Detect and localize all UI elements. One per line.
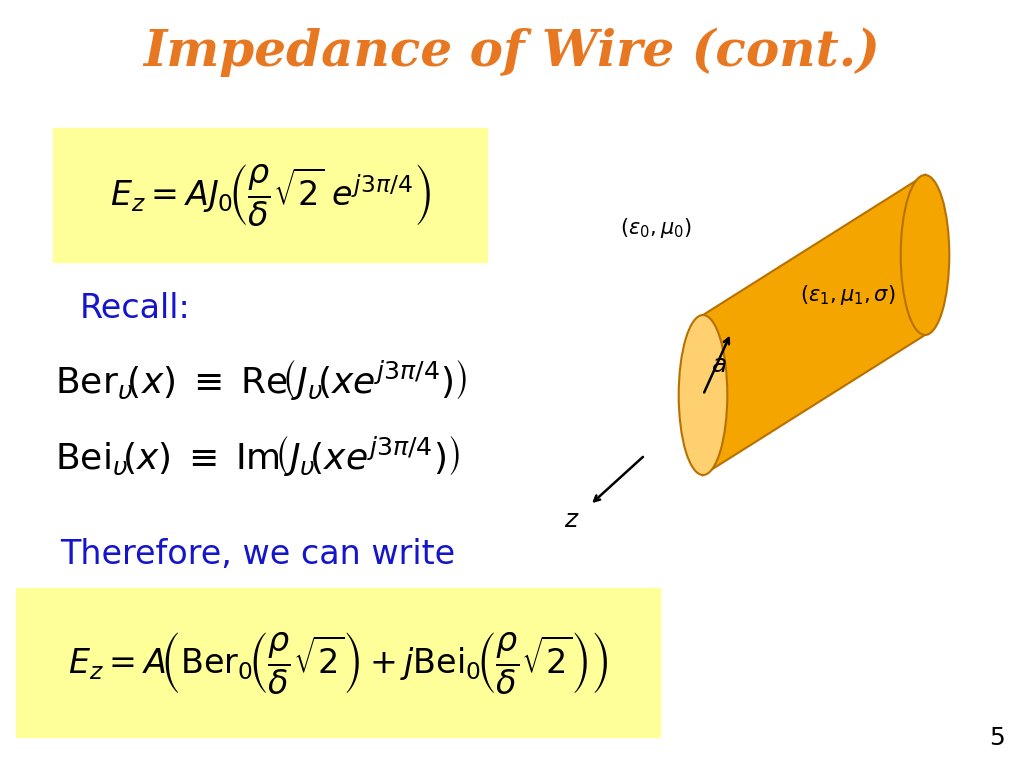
FancyBboxPatch shape: [16, 588, 660, 737]
Text: 5: 5: [989, 726, 1005, 750]
Text: $\mathrm{Bei}_{\upsilon}\!\left(x\right)\;\equiv\;\mathrm{Im}\!\left(J_{\upsilon: $\mathrm{Bei}_{\upsilon}\!\left(x\right)…: [55, 432, 460, 478]
Text: Recall:: Recall:: [80, 292, 190, 325]
Text: $\mathrm{Ber}_{\upsilon}\!\left(x\right)\;\equiv\;\mathrm{Re}\!\left(J_{\upsilon: $\mathrm{Ber}_{\upsilon}\!\left(x\right)…: [55, 357, 467, 402]
Text: $(\varepsilon_1,\mu_1,\sigma)$: $(\varepsilon_1,\mu_1,\sigma)$: [800, 283, 896, 307]
Text: $E_z = AJ_0\!\left(\dfrac{\rho}{\delta}\sqrt{2}\; e^{j3\pi/4}\right)$: $E_z = AJ_0\!\left(\dfrac{\rho}{\delta}\…: [110, 162, 430, 228]
Text: $z$: $z$: [564, 508, 580, 532]
Text: $(\varepsilon_0,\mu_0)$: $(\varepsilon_0,\mu_0)$: [620, 216, 691, 240]
Polygon shape: [703, 175, 925, 475]
FancyBboxPatch shape: [53, 128, 487, 262]
Text: $E_z = A\!\left(\mathrm{Ber}_0\!\left(\dfrac{\rho}{\delta}\sqrt{2}\right)+j\math: $E_z = A\!\left(\mathrm{Ber}_0\!\left(\d…: [68, 630, 608, 696]
Text: Impedance of Wire (cont.): Impedance of Wire (cont.): [143, 27, 881, 77]
Text: $a$: $a$: [711, 353, 727, 377]
Ellipse shape: [901, 175, 949, 335]
Text: Therefore, we can write: Therefore, we can write: [60, 538, 455, 571]
Ellipse shape: [679, 315, 727, 475]
